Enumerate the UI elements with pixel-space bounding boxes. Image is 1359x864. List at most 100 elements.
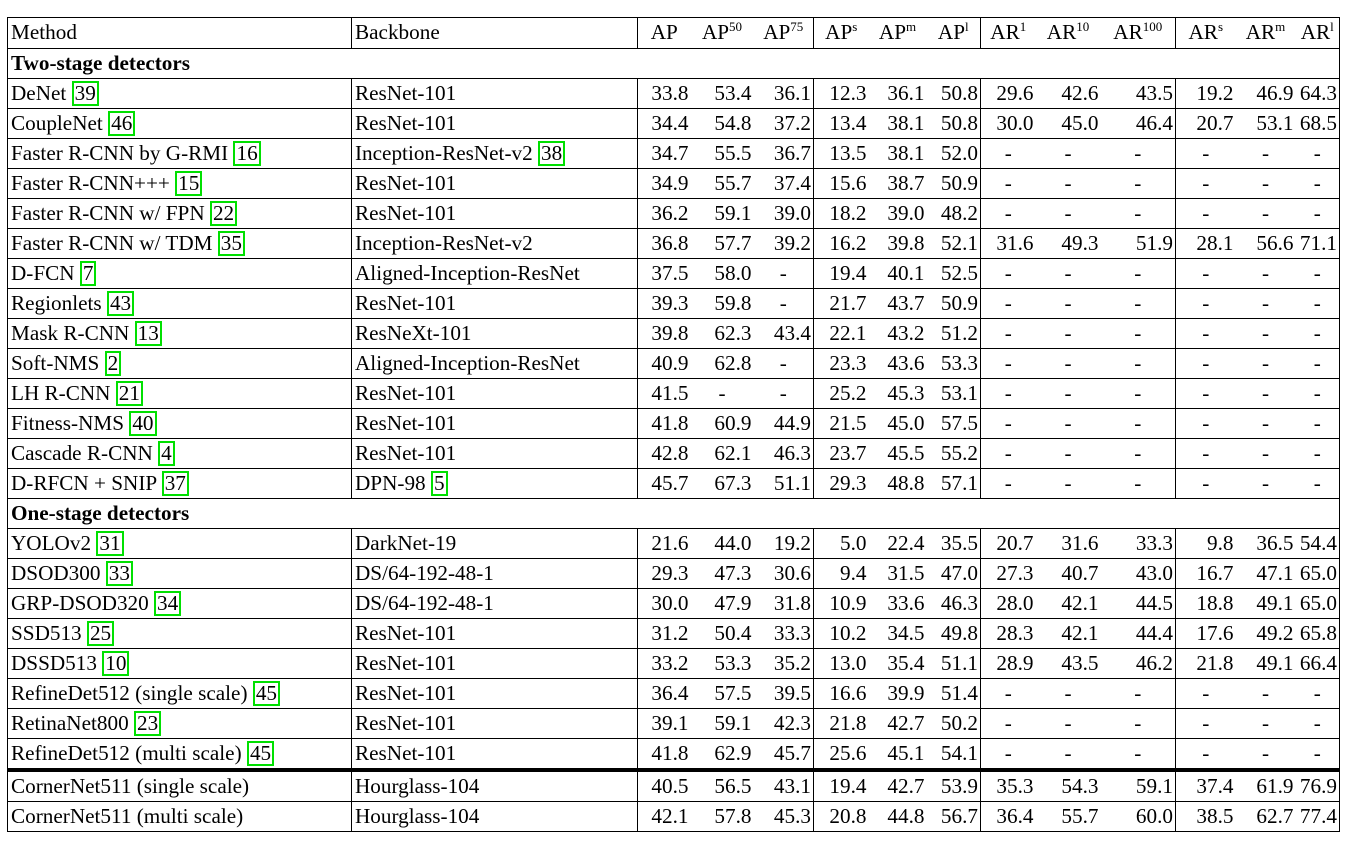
table-row: Cascade R-CNN 4 ResNet-101 42.8 62.1 46.3 23.… (7, 438, 1340, 469)
metric-value: 42.7 (887, 773, 925, 798)
metric-value: 47.1 (1256, 560, 1294, 585)
metric-value: 19.4 (829, 773, 867, 798)
cell-text: ResNet-101 (355, 650, 457, 675)
table-cell: 54.4 (1295, 528, 1340, 559)
metric-value: 51.2 (940, 320, 978, 345)
metric-value: - (1064, 320, 1072, 345)
table-cell: GRP-DSOD320 34 (7, 588, 352, 619)
citation-link[interactable]: 45 (252, 680, 280, 707)
metric-value: 40.9 (651, 350, 689, 375)
table-cell: - (1035, 168, 1101, 199)
table-cell: Inception-ResNet-v2 (351, 228, 638, 259)
table-cell: RefineDet512 (single scale) 45 (7, 678, 352, 709)
citation-link[interactable]: 43 (106, 290, 135, 317)
header-label: AP (701, 20, 730, 45)
metric-value: 59.1 (714, 710, 752, 735)
table-cell: - (1100, 168, 1176, 199)
table-cell: - (690, 378, 754, 409)
metric-value: 52.0 (940, 140, 978, 165)
citation-link[interactable]: 35 (217, 230, 245, 257)
citation-link[interactable]: 16 (233, 140, 261, 167)
table-cell: 19.2 (1175, 78, 1236, 109)
metric-value: - (1202, 170, 1210, 195)
table-cell: 46.4 (1100, 108, 1176, 139)
citation-link[interactable]: 21 (115, 380, 143, 407)
metric-value: 43.4 (773, 320, 811, 345)
table-cell: ARm (1235, 17, 1296, 49)
table-cell: 49.8 (926, 618, 981, 649)
table-cell: 43.7 (868, 288, 927, 319)
citation-link[interactable]: 37 (161, 470, 189, 497)
metric-value: 31.2 (651, 620, 689, 645)
metric-value: 20.7 (1196, 110, 1234, 135)
cell-text: ResNet-101 (355, 290, 457, 315)
citation-link[interactable]: 40 (129, 410, 157, 437)
header-superscript: s (852, 19, 858, 35)
metric-value: - (1134, 260, 1142, 285)
metric-value: 39.5 (773, 680, 811, 705)
metric-value: - (1064, 140, 1072, 165)
citation-link[interactable]: 23 (133, 710, 162, 737)
citation-link[interactable]: 7 (79, 260, 97, 287)
table-cell: - (980, 738, 1036, 771)
citation-link[interactable]: 39 (71, 80, 99, 107)
cell-text: DSOD300 (11, 560, 101, 585)
citation-link[interactable]: 5 (430, 470, 448, 497)
metric-value: 65.0 (1299, 590, 1337, 615)
header-superscript: l (964, 19, 969, 35)
citation-link[interactable]: 4 (158, 440, 175, 467)
table-cell: AR10 (1035, 17, 1101, 49)
citation-link[interactable]: 31 (96, 530, 124, 557)
table-cell: Aligned-Inception-ResNet (351, 258, 638, 289)
citation-link[interactable]: 25 (86, 620, 115, 647)
metric-value: - (1202, 260, 1210, 285)
cell-text: ResNet-101 (355, 680, 457, 705)
table-cell: 33.3 (753, 618, 814, 649)
metric-value: 19.4 (829, 260, 867, 285)
table-cell: - (980, 678, 1036, 709)
table-cell: 37.4 (1175, 768, 1236, 802)
cell-text: YOLOv2 (11, 530, 92, 555)
table-cell: - (1175, 318, 1236, 349)
metric-value: 31.6 (1061, 530, 1099, 555)
metric-value: - (1202, 440, 1210, 465)
table-cell: SSD513 25 (7, 618, 352, 649)
metric-value: 43.5 (1135, 80, 1173, 105)
metric-value: - (1261, 350, 1270, 375)
table-cell: ResNet-101 (351, 648, 638, 679)
citation-link[interactable]: 15 (175, 170, 203, 197)
table-cell: 50.2 (926, 708, 981, 739)
metric-value: 54.1 (940, 740, 978, 765)
metric-value: - (1064, 740, 1072, 765)
table-cell: 48.2 (926, 198, 981, 229)
cell-text: SSD513 (11, 620, 82, 645)
table-cell: 59.1 (690, 198, 754, 229)
metric-value: - (1313, 440, 1321, 465)
table-cell: AP50 (690, 17, 754, 49)
citation-link[interactable]: 46 (108, 110, 136, 137)
table-cell: 42.7 (868, 708, 927, 739)
citation-link[interactable]: 45 (246, 740, 275, 767)
table-cell: 38.5 (1175, 801, 1236, 832)
table-cell: - (1035, 438, 1101, 469)
table-cell: LH R-CNN 21 (7, 378, 352, 409)
table-row: DeNet 39 ResNet-101 33.8 53.4 36.1 12.3 36.1 50… (7, 78, 1340, 109)
citation-link[interactable]: 10 (102, 650, 130, 677)
table-cell: 33.3 (1100, 528, 1176, 559)
citation-link[interactable]: 33 (105, 560, 133, 587)
citation-link[interactable]: 2 (104, 350, 122, 377)
metric-value: 65.0 (1299, 560, 1337, 585)
metric-value: - (1004, 350, 1012, 375)
metric-value: 49.3 (1061, 230, 1099, 255)
citation-link[interactable]: 22 (209, 200, 238, 227)
metric-value: - (1313, 290, 1321, 315)
metric-value: 18.2 (829, 200, 867, 225)
citation-link[interactable]: 13 (134, 320, 162, 347)
citation-link[interactable]: 34 (154, 590, 182, 617)
metric-value: 5.0 (840, 530, 867, 555)
table-cell: 62.8 (690, 348, 754, 379)
citation-link[interactable]: 38 (537, 140, 566, 167)
table-cell: 13.4 (813, 108, 869, 139)
table-cell: 31.2 (637, 618, 691, 649)
metric-value: 21.6 (651, 530, 689, 555)
